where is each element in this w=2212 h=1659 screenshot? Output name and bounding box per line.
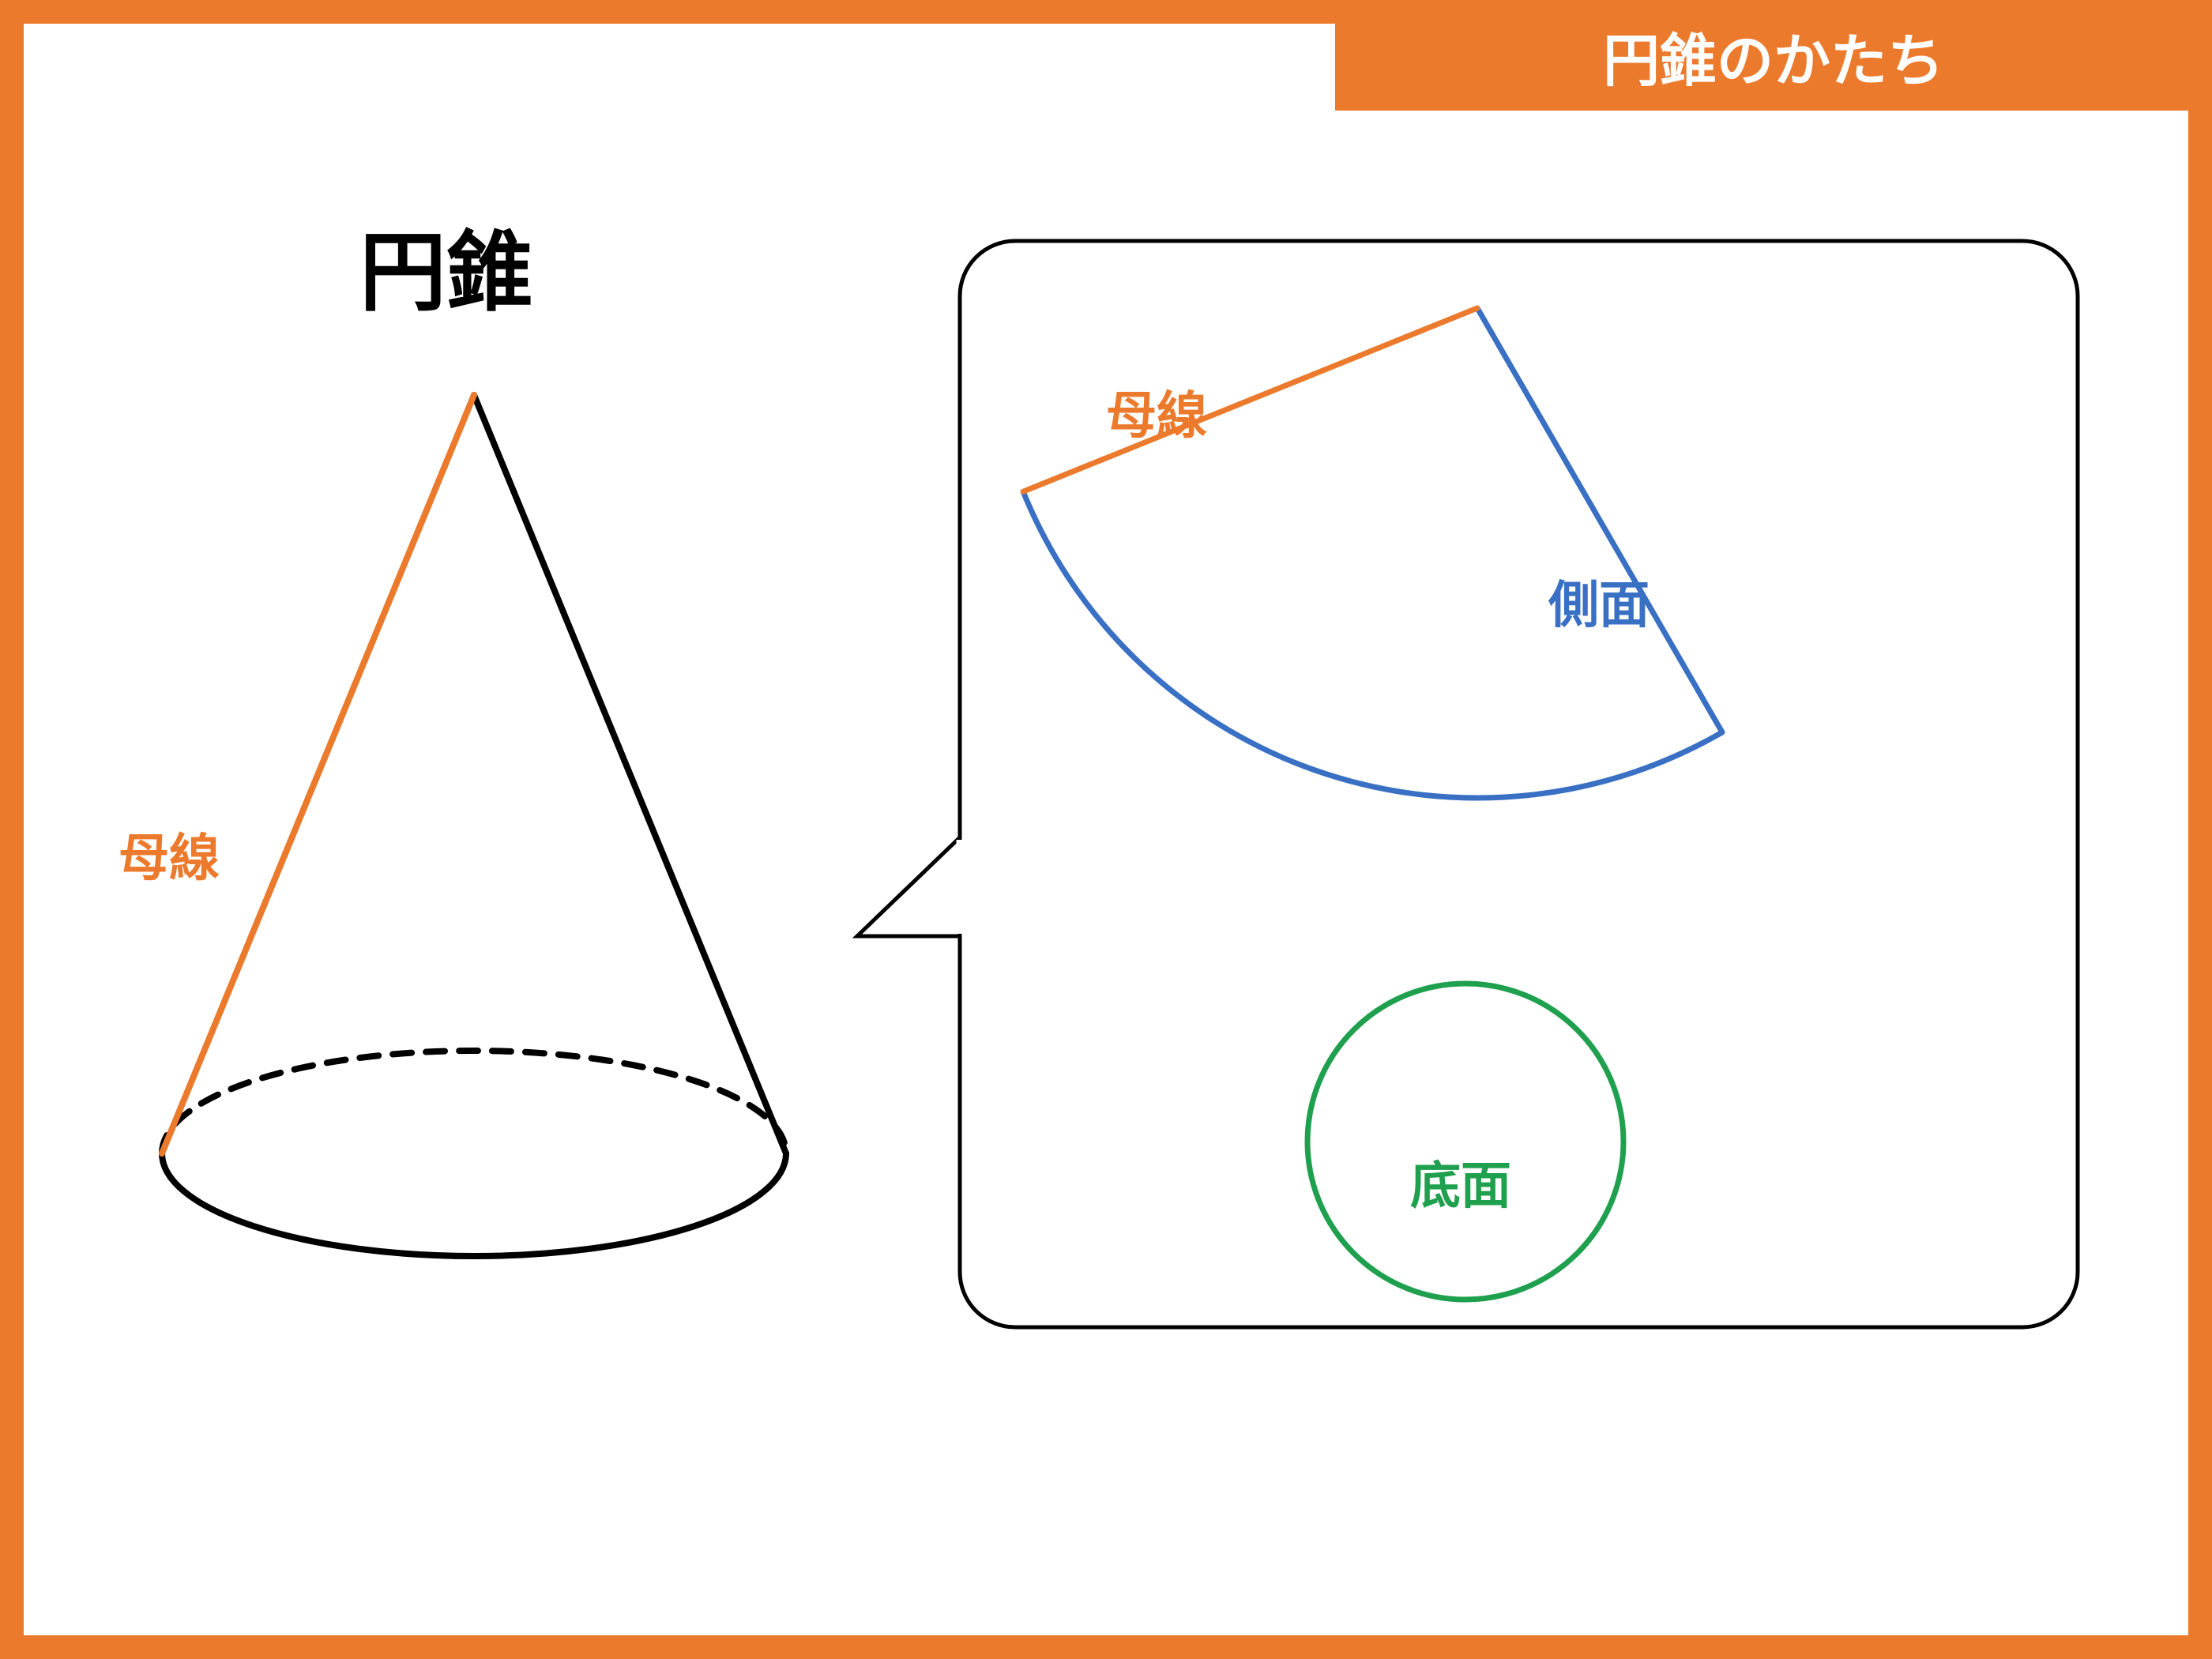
header-title-text: 円錐のかたち <box>1603 14 1944 97</box>
cone-slant-line <box>162 395 474 1153</box>
label-lateral-surface: 側面 <box>1548 565 1650 638</box>
label-cone-slant: 母線 <box>118 818 220 890</box>
label-cone-slant-text: 母線 <box>118 830 220 886</box>
cone-right-side <box>474 395 786 1153</box>
header-title: 円錐のかたち <box>1335 0 2212 111</box>
cone-base-front-arc <box>162 1153 786 1256</box>
callout-pointer <box>857 837 960 936</box>
main-title: 円錐 <box>359 201 533 328</box>
cone-base-back-arc <box>162 1051 786 1153</box>
label-lateral-text: 側面 <box>1548 577 1650 634</box>
label-callout-slant-text: 母線 <box>1106 387 1207 444</box>
label-base-surface: 底面 <box>1410 1146 1511 1218</box>
main-title-text: 円錐 <box>359 224 533 322</box>
label-base-text: 底面 <box>1410 1157 1511 1214</box>
diagram-canvas <box>0 0 2212 1659</box>
label-callout-slant: 母線 <box>1106 375 1207 448</box>
